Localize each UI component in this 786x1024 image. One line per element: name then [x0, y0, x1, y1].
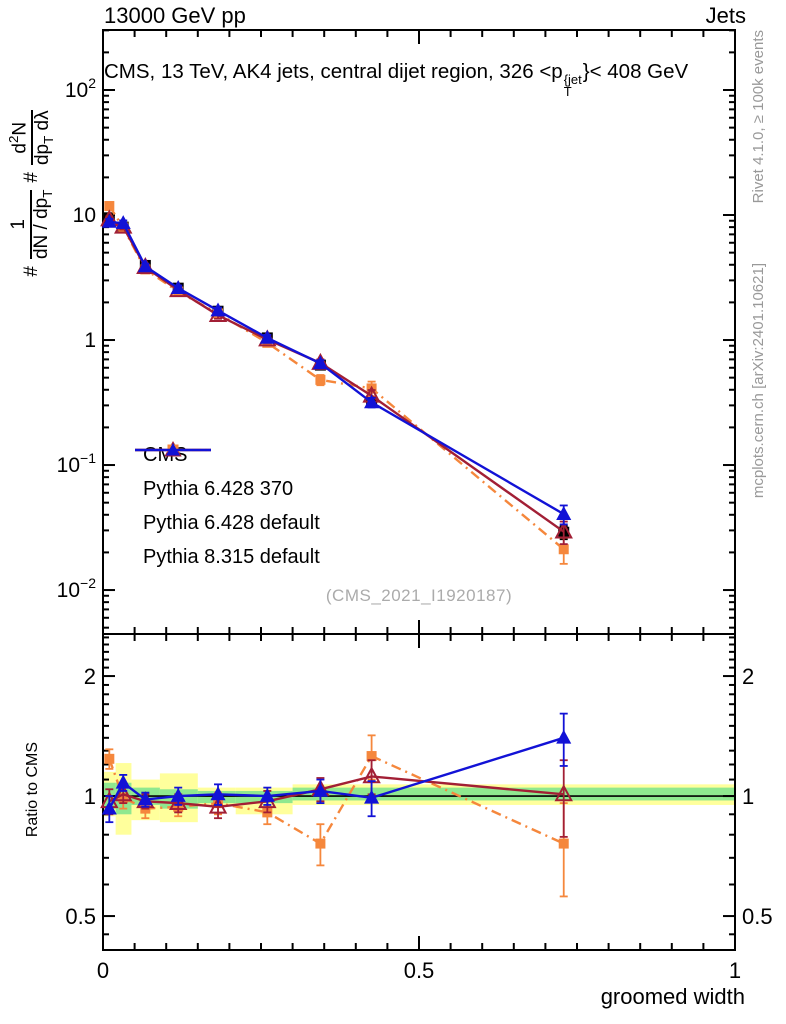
- main-y-axis-label: # 1 dN / dpT # d2N dpT dλ: [2, 20, 62, 360]
- svg-text:102: 102: [65, 75, 96, 102]
- analysis-group-label: Jets: [705, 3, 746, 28]
- svg-text:10: 10: [73, 204, 96, 227]
- legend-label: Pythia 6.428 370: [143, 477, 294, 500]
- legend-item-pythia-6-428-370: Pythia 6.428 370: [133, 440, 320, 506]
- plot-title-tail: }< 408 GeV: [582, 60, 689, 83]
- svg-text:1: 1: [742, 784, 754, 809]
- legend-item-pythia-8-315-default: Pythia 8.315 default: [133, 443, 320, 574]
- rivet-version-note: Rivet 4.1.0, ≥ 100k events: [750, 30, 767, 204]
- main-y-axis-tick-labels: 102 10 1 10−1 10−2: [57, 75, 97, 602]
- svg-text:10−2: 10−2: [57, 575, 97, 602]
- main-y-axis-ticks: [103, 29, 735, 629]
- hash-symbol: #: [21, 266, 42, 277]
- ratio-y-axis-tick-labels: 2 2 1 1 0.5 0.5: [65, 664, 772, 929]
- svg-text:0.5: 0.5: [404, 958, 435, 983]
- x-axis-tick-labels: 0 0.5 1: [97, 958, 741, 983]
- y-label-fraction-1: 1 dN / dpT: [7, 189, 56, 260]
- svg-text:1: 1: [84, 784, 96, 809]
- plot-title-text: CMS, 13 TeV, AK4 jets, central dijet reg…: [104, 60, 563, 83]
- legend-label: Pythia 6.428 default: [143, 511, 320, 534]
- svg-text:1: 1: [729, 958, 741, 983]
- series-pythia-8-315-default: [101, 712, 572, 824]
- svg-text:2: 2: [742, 664, 754, 689]
- svg-text:2: 2: [84, 664, 96, 689]
- legend-marker-pythia-8-315-default: [135, 443, 211, 456]
- legend: CMS Pythia 6.428 370 Pythia 6.428 defaul…: [133, 438, 320, 574]
- series-pythia-8-315-default: [101, 213, 572, 526]
- svg-text:10−1: 10−1: [57, 450, 97, 477]
- mcplots-reference-note: mcplots.cern.ch [arXiv:2401.10621]: [750, 263, 767, 499]
- plot-title-pt-stack: {jet T: [563, 72, 582, 100]
- plot-title: CMS, 13 TeV, AK4 jets, central dijet reg…: [104, 60, 688, 99]
- x-axis-label: groomed width: [600, 984, 745, 1009]
- svg-text:0: 0: [97, 958, 109, 983]
- x-axis-ticks: [102, 30, 736, 950]
- y-label-fraction-2: d2N dpT dλ: [6, 110, 57, 166]
- svg-text:1: 1: [84, 329, 96, 352]
- svg-text:0.5: 0.5: [742, 904, 773, 929]
- hash-symbol: #: [21, 172, 42, 183]
- title-superscript: {jet: [563, 72, 582, 87]
- legend-item-pythia-6-428-default: Pythia 6.428 default: [133, 444, 320, 540]
- uncertainty-bands: [103, 763, 735, 835]
- analysis-id-watermark: (CMS_2021_I1920187): [325, 586, 513, 605]
- title-subscript: T: [563, 84, 572, 100]
- beam-energy-label: 13000 GeV pp: [104, 3, 246, 28]
- legend-label: Pythia 8.315 default: [143, 545, 320, 568]
- ratio-y-axis-label: Ratio to CMS: [24, 742, 41, 838]
- svg-text:0.5: 0.5: [65, 904, 96, 929]
